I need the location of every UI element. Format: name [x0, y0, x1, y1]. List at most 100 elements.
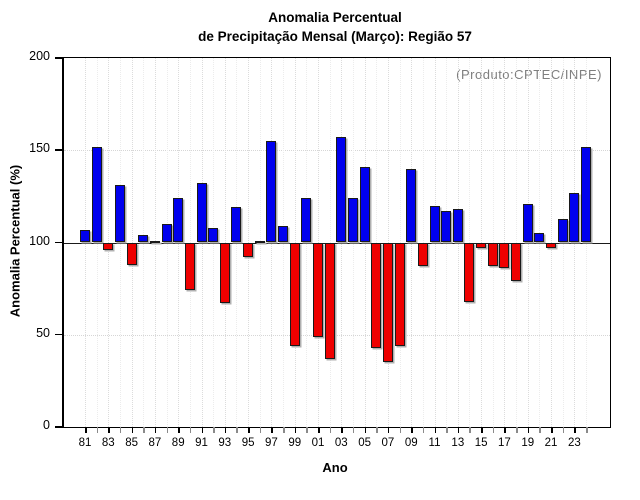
chart-title-line1: Anomalia Percentual: [268, 10, 402, 25]
x-tick-label: 17: [498, 437, 511, 449]
y-tick-label: 100: [29, 233, 50, 248]
x-tick: [213, 427, 215, 433]
bar-1981: [80, 229, 90, 243]
x-tick-label: 93: [218, 437, 232, 449]
x-tick-label: 05: [358, 437, 372, 449]
x-tick: [481, 427, 483, 433]
x-tick: [574, 427, 576, 433]
bar-2001: [313, 242, 324, 337]
x-tick: [131, 427, 134, 433]
x-tick: [352, 427, 355, 433]
x-tick: [166, 427, 169, 433]
x-tick: [224, 427, 227, 433]
x-tick: [551, 427, 553, 433]
bar-2007: [382, 242, 393, 363]
x-tick: [469, 427, 471, 433]
x-tick: [119, 427, 122, 433]
x-tick: [527, 427, 530, 433]
x-tick-label: 87: [148, 437, 162, 449]
x-tick: [248, 427, 250, 433]
x-tick: [306, 427, 308, 433]
bar-2005: [359, 166, 370, 243]
x-tick: [516, 427, 518, 433]
bar-2012: [441, 211, 452, 243]
bar-2019: [522, 203, 533, 243]
bar-1989: [173, 198, 184, 243]
bar-2023: [569, 192, 580, 243]
x-tick-label: 11: [428, 437, 441, 449]
x-tick: [399, 427, 402, 433]
x-tick: [318, 427, 320, 433]
bar-2013: [452, 209, 463, 243]
x-tick-label: 01: [311, 437, 325, 449]
x-tick: [294, 427, 297, 433]
bar-1992: [208, 227, 219, 243]
bar-2022: [557, 218, 568, 243]
x-tick: [504, 427, 506, 433]
x-tick-label: 91: [195, 437, 208, 449]
horizontal-gridline: [64, 334, 610, 336]
y-tick-label: 200: [29, 49, 50, 63]
x-tick: [376, 427, 378, 433]
x-tick: [96, 427, 99, 433]
x-tick-label: 89: [171, 437, 185, 449]
source-annotation: (Produto:CPTEC/INPE): [456, 67, 602, 82]
y-tick: [55, 333, 62, 336]
bar-1991: [196, 183, 207, 243]
x-tick-label: 13: [451, 437, 465, 449]
x-tick: [364, 427, 367, 433]
x-tick: [85, 427, 87, 433]
x-tick-label: 21: [544, 437, 558, 449]
x-tick: [236, 427, 238, 433]
bar-1983: [103, 242, 114, 250]
x-tick: [329, 427, 332, 433]
bar-2014: [464, 242, 475, 302]
bar-2003: [336, 137, 347, 243]
x-tick: [492, 427, 495, 433]
x-tick-label: 85: [125, 437, 138, 449]
x-tick: [178, 427, 180, 433]
x-tick: [411, 427, 413, 433]
x-tick-label: 81: [78, 437, 92, 449]
bar-1996: [254, 240, 265, 243]
x-tick-label: 15: [474, 437, 488, 449]
bar-2017: [499, 242, 510, 269]
bar-2009: [406, 168, 417, 243]
x-tick: [189, 427, 192, 433]
x-tick: [108, 427, 110, 433]
bar-2006: [371, 242, 382, 348]
bar-1990: [184, 242, 195, 291]
bar-1982: [91, 146, 102, 243]
bar-2016: [487, 242, 498, 267]
bar-1998: [278, 225, 289, 243]
x-tick-label: 99: [288, 437, 302, 449]
bar-2020: [534, 233, 545, 243]
x-tick: [387, 427, 390, 433]
bar-1987: [149, 240, 160, 243]
y-tick: [55, 241, 62, 243]
x-tick-label: 23: [567, 437, 581, 449]
bar-1988: [161, 224, 172, 243]
x-tick-label: 83: [101, 437, 115, 449]
y-tick-label: 50: [36, 325, 50, 340]
x-tick-label: 09: [404, 437, 418, 449]
x-axis-title: Ano: [322, 460, 348, 475]
bar-1995: [243, 242, 254, 258]
y-tick-label: 0: [43, 418, 50, 432]
x-tick: [457, 427, 460, 433]
bar-2002: [324, 242, 335, 359]
x-tick: [259, 427, 262, 433]
plot-area: (Produto:CPTEC/INPE) 81 83 85 87 89 91 93 95 97 9…: [62, 57, 611, 449]
bar-2018: [511, 242, 522, 282]
chart-title-line2: de Precipitação Mensal (Março): Região 5…: [198, 29, 472, 44]
bar-2008: [394, 242, 405, 346]
bar-1985: [126, 242, 137, 265]
bar-1999: [289, 242, 300, 346]
bar-1984: [114, 185, 125, 243]
bar-2010: [417, 242, 428, 267]
chart-title: Anomalia Percentual de Precipitação Mens…: [62, 8, 608, 46]
bar-2015: [476, 242, 487, 249]
x-tick: [422, 427, 425, 433]
x-tick-label: 03: [334, 437, 348, 449]
